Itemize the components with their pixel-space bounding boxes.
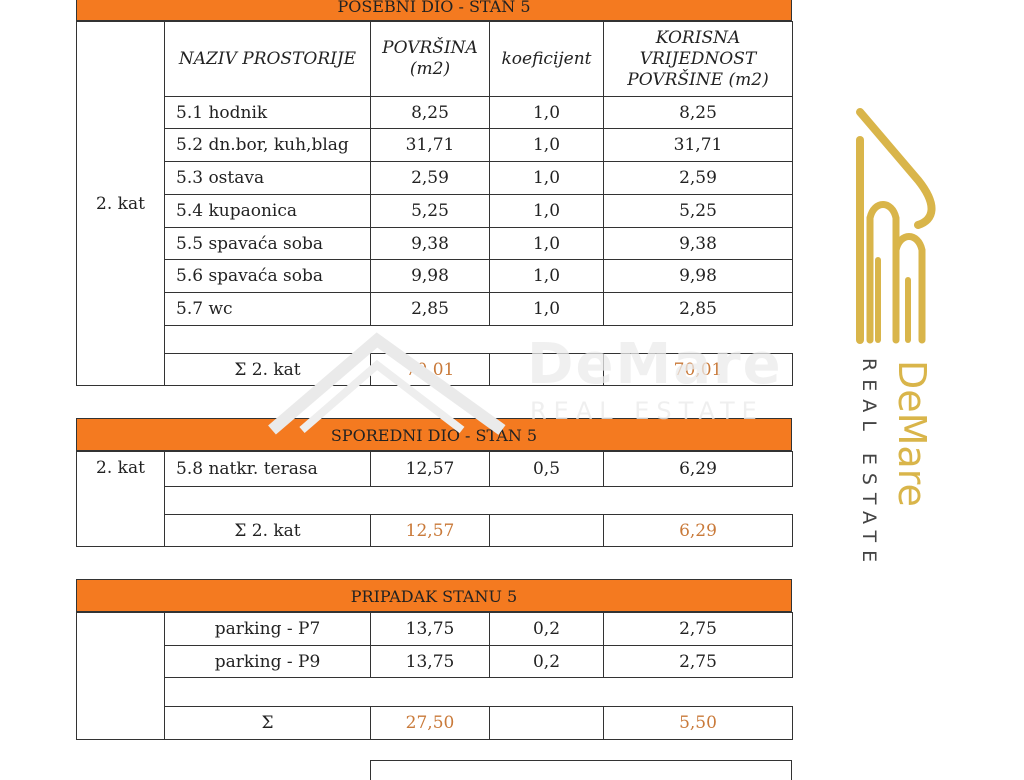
room-coef: 1,0: [489, 227, 604, 260]
item-useful: 2,75: [603, 612, 793, 646]
posebni-header-row: 2. kat NAZIV PROSTORIJE POVRŠINA (m2) ko…: [76, 21, 793, 386]
table-row: 5.5 spavaća soba 9,38 1,0 9,38: [77, 227, 793, 260]
room-area: 9,98: [370, 259, 490, 293]
item-area: 13,75: [370, 645, 490, 678]
item-area: 13,75: [370, 612, 490, 646]
spacer-row: [77, 486, 793, 515]
room-useful: 9,38: [603, 227, 793, 260]
spacer-cell: [164, 486, 793, 515]
sum-coef-empty: [489, 706, 604, 740]
spacer-row: [77, 325, 793, 354]
sum-row: Σ 27,50 5,50: [77, 706, 793, 740]
room-coef: 1,0: [489, 96, 604, 129]
room-area: 2,59: [370, 161, 490, 195]
room-area: 5,25: [370, 194, 490, 228]
room-useful: 2,59: [603, 161, 793, 195]
pripadak-table: parking - P7 13,75 0,2 2,75 parking - P9…: [76, 612, 793, 740]
room-coef: 1,0: [489, 194, 604, 228]
posebni-table: 2. kat NAZIV PROSTORIJE POVRŠINA (m2) ko…: [76, 21, 793, 386]
item-coef: 0,2: [489, 612, 604, 646]
posebni-title-bar: POSEBNI DIO - STAN 5: [76, 0, 792, 21]
sum-coef-empty: [489, 353, 604, 386]
room-area: 31,71: [370, 128, 490, 162]
room-coef: 1,0: [489, 128, 604, 162]
room-name: 5.8 natkr. terasa: [164, 451, 371, 487]
room-useful: 9,98: [603, 259, 793, 293]
room-useful: 31,71: [603, 128, 793, 162]
spacer-row: [77, 677, 793, 707]
header-korisna: KORISNA VRIJEDNOST POVRŠINE (m2): [603, 21, 793, 97]
tagline-vertical: REAL ESTATE: [858, 358, 880, 588]
watermark-center-logo-icon: [268, 332, 506, 435]
sum-row: Σ 2. kat 12,57 6,29: [77, 514, 793, 547]
item-name: parking - P7: [164, 612, 371, 646]
room-useful: 2,85: [603, 292, 793, 326]
table-row: 5.4 kupaonica 5,25 1,0 5,25: [77, 194, 793, 228]
room-name: 5.1 hodnik: [164, 96, 371, 129]
header-koeficijent: koeficijent: [489, 21, 604, 97]
sporedni-floor-cell: 2. kat: [76, 451, 165, 547]
house-arch-logo-icon: [856, 108, 936, 344]
table-row: 5.1 hodnik 8,25 1,0 8,25: [77, 96, 793, 129]
pripadak-floor-cell: [76, 612, 165, 740]
table-row: 5.7 wc 2,85 1,0 2,85: [77, 292, 793, 326]
sum-area: 27,50: [370, 706, 490, 740]
room-name: 5.4 kupaonica: [164, 194, 371, 228]
spacer-cell: [164, 325, 793, 354]
item-name: parking - P9: [164, 645, 371, 678]
room-useful: 6,29: [603, 451, 793, 487]
bottom-partial-box: [370, 760, 792, 780]
room-name: 5.3 ostava: [164, 161, 371, 195]
item-useful: 2,75: [603, 645, 793, 678]
brand-vertical-text: DeMare: [890, 360, 934, 507]
room-name: 5.7 wc: [164, 292, 371, 326]
watermark-center-tagline: REAL ESTATE: [530, 397, 764, 425]
room-name: 5.5 spavaća soba: [164, 227, 371, 260]
watermark-center-brand: DeMare: [527, 332, 783, 397]
room-name: 5.6 spavaća soba: [164, 259, 371, 293]
table-row: 5.6 spavaća soba 9,98 1,0 9,98: [77, 259, 793, 293]
sum-label: Σ: [164, 706, 371, 740]
sporedni-title-bar: SPOREDNI DIO - STAN 5: [76, 418, 792, 451]
brand-vertical: DeMare: [890, 360, 934, 580]
header-naziv: NAZIV PROSTORIJE: [164, 21, 371, 97]
sporedni-table: 2. kat 5.8 natkr. terasa 12,57 0,5 6,29 …: [76, 451, 793, 547]
sum-coef-empty: [489, 514, 604, 547]
sum-area: 12,57: [370, 514, 490, 547]
sporedni-title: SPOREDNI DIO - STAN 5: [330, 426, 538, 445]
posebni-floor-cell: 2. kat: [76, 21, 165, 386]
room-coef: 1,0: [489, 259, 604, 293]
table-row: 2. kat 5.8 natkr. terasa 12,57 0,5 6,29: [76, 451, 793, 547]
table-row: 5.3 ostava 2,59 1,0 2,59: [77, 161, 793, 195]
room-coef: 0,5: [489, 451, 604, 487]
room-coef: 1,0: [489, 161, 604, 195]
sum-row: Σ 2. kat 70,01 70,01: [77, 353, 793, 386]
table-row: parking - P9 13,75 0,2 2,75: [77, 645, 793, 678]
sum-useful: 5,50: [603, 706, 793, 740]
table-row: 5.2 dn.bor, kuh,blag 31,71 1,0 31,71: [77, 128, 793, 162]
room-name: 5.2 dn.bor, kuh,blag: [164, 128, 371, 162]
sum-label: Σ 2. kat: [164, 514, 371, 547]
sum-useful: 6,29: [603, 514, 793, 547]
room-area: 12,57: [370, 451, 490, 487]
sum-useful: 70,01: [603, 353, 793, 386]
posebni-title: POSEBNI DIO - STAN 5: [337, 0, 531, 16]
pripadak-title-bar: PRIPADAK STANU 5: [76, 579, 792, 612]
room-area: 8,25: [370, 96, 490, 129]
room-useful: 8,25: [603, 96, 793, 129]
header-povrsina: POVRŠINA (m2): [370, 21, 490, 97]
pripadak-title: PRIPADAK STANU 5: [350, 587, 518, 606]
tagline-vertical-text: REAL ESTATE: [858, 358, 880, 571]
item-coef: 0,2: [489, 645, 604, 678]
room-area: 9,38: [370, 227, 490, 260]
room-coef: 1,0: [489, 292, 604, 326]
room-area: 2,85: [370, 292, 490, 326]
spacer-cell: [164, 677, 793, 707]
room-useful: 5,25: [603, 194, 793, 228]
table-row: parking - P7 13,75 0,2 2,75: [76, 612, 793, 740]
